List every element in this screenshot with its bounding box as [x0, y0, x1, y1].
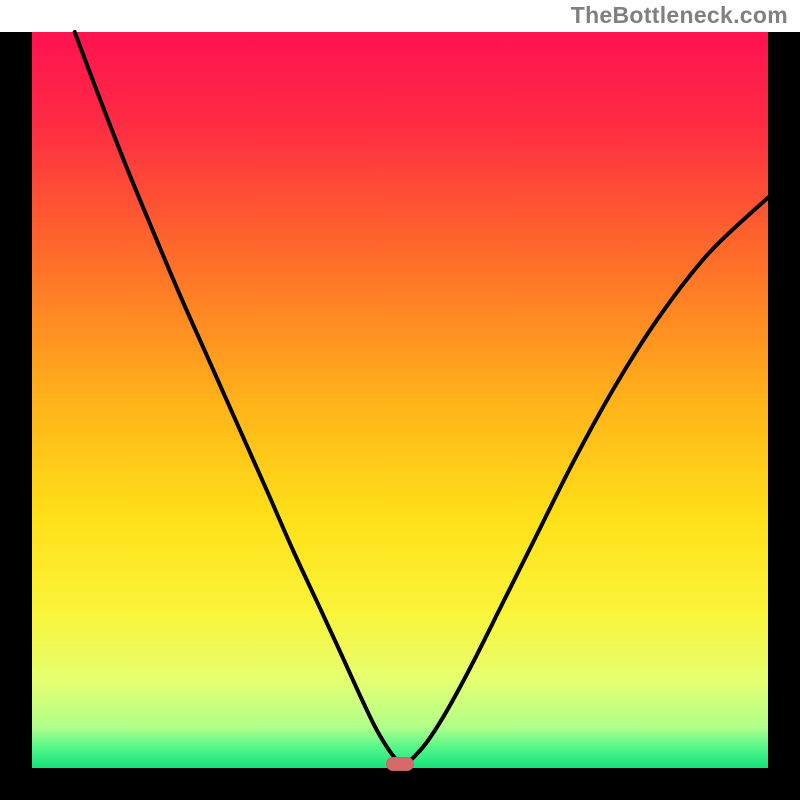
bottleneck-curve-svg [32, 32, 768, 768]
watermark-text: TheBottleneck.com [571, 2, 788, 29]
dip-marker [386, 757, 414, 771]
chart-stage: TheBottleneck.com [0, 0, 800, 800]
bottleneck-curve [75, 32, 768, 763]
